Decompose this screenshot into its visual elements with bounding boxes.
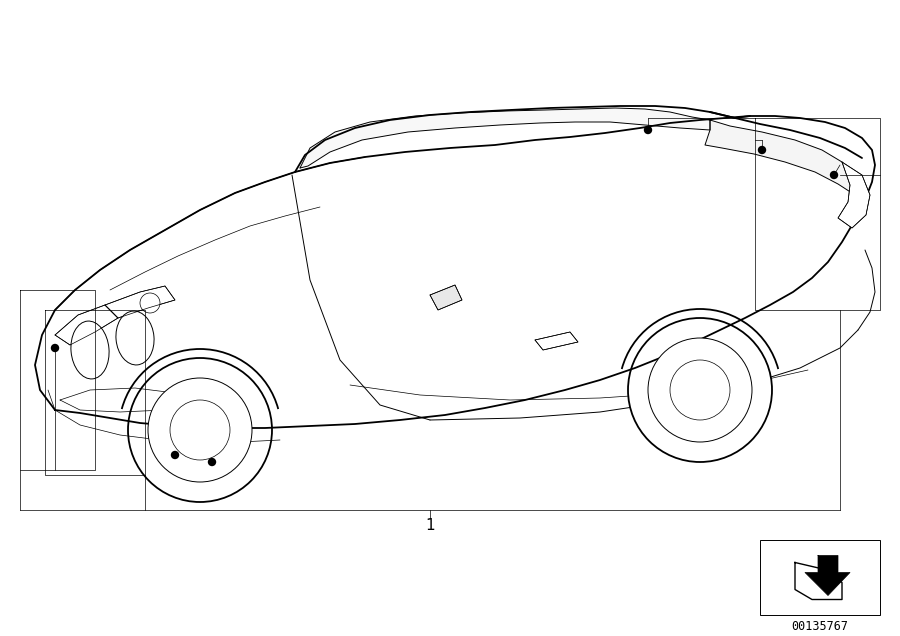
Polygon shape — [430, 285, 462, 310]
Circle shape — [648, 338, 752, 442]
Polygon shape — [35, 116, 875, 428]
Ellipse shape — [116, 311, 154, 365]
Circle shape — [644, 127, 652, 134]
Circle shape — [831, 172, 838, 179]
Circle shape — [209, 459, 215, 466]
Ellipse shape — [71, 321, 109, 379]
Circle shape — [170, 400, 230, 460]
Circle shape — [172, 452, 178, 459]
Polygon shape — [300, 108, 710, 168]
Polygon shape — [535, 332, 578, 350]
Polygon shape — [55, 305, 118, 345]
Circle shape — [628, 318, 772, 462]
Polygon shape — [805, 555, 850, 595]
Bar — [760, 540, 880, 615]
Circle shape — [670, 360, 730, 420]
Polygon shape — [795, 562, 842, 600]
Polygon shape — [105, 286, 175, 318]
Circle shape — [128, 358, 272, 502]
Text: 00135767: 00135767 — [791, 621, 849, 633]
Circle shape — [51, 345, 59, 352]
Circle shape — [148, 378, 252, 482]
Polygon shape — [705, 120, 855, 195]
Text: 1: 1 — [425, 518, 435, 532]
Circle shape — [140, 293, 160, 313]
Polygon shape — [838, 162, 870, 228]
Circle shape — [759, 146, 766, 153]
